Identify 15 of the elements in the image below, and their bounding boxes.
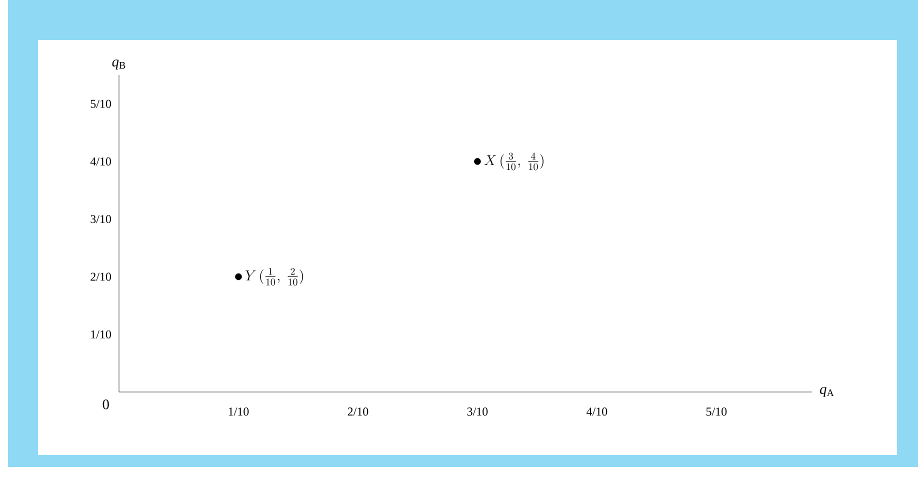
y-tick-label: 5/10 <box>90 100 112 108</box>
x-tick-label: 2/10 <box>348 408 368 416</box>
y-tick-label: 4/10 <box>90 157 112 166</box>
x-tick-label: 3/10 <box>467 408 488 416</box>
y-axis-title: q$_{B}$ <box>112 60 126 70</box>
y-tick-label: 3/10 <box>90 215 112 224</box>
y-tick-label: 1/10 <box>91 330 112 338</box>
text: 0 <box>102 400 109 410</box>
y-tick-label: 2/10 <box>90 272 112 281</box>
annotation: $X\,(\tfrac{3}{10},\ \tfrac{4}{10})$ <box>484 152 544 170</box>
x-tick-label: 4/10 <box>586 408 608 416</box>
x-tick-label: 1/10 <box>228 408 249 416</box>
annotation: $Y\,(\tfrac{1}{10},\ \tfrac{2}{10})$ <box>245 268 303 286</box>
x-axis-title: q$_{A}$ <box>820 387 834 397</box>
x-tick-label: 5/10 <box>706 408 727 416</box>
